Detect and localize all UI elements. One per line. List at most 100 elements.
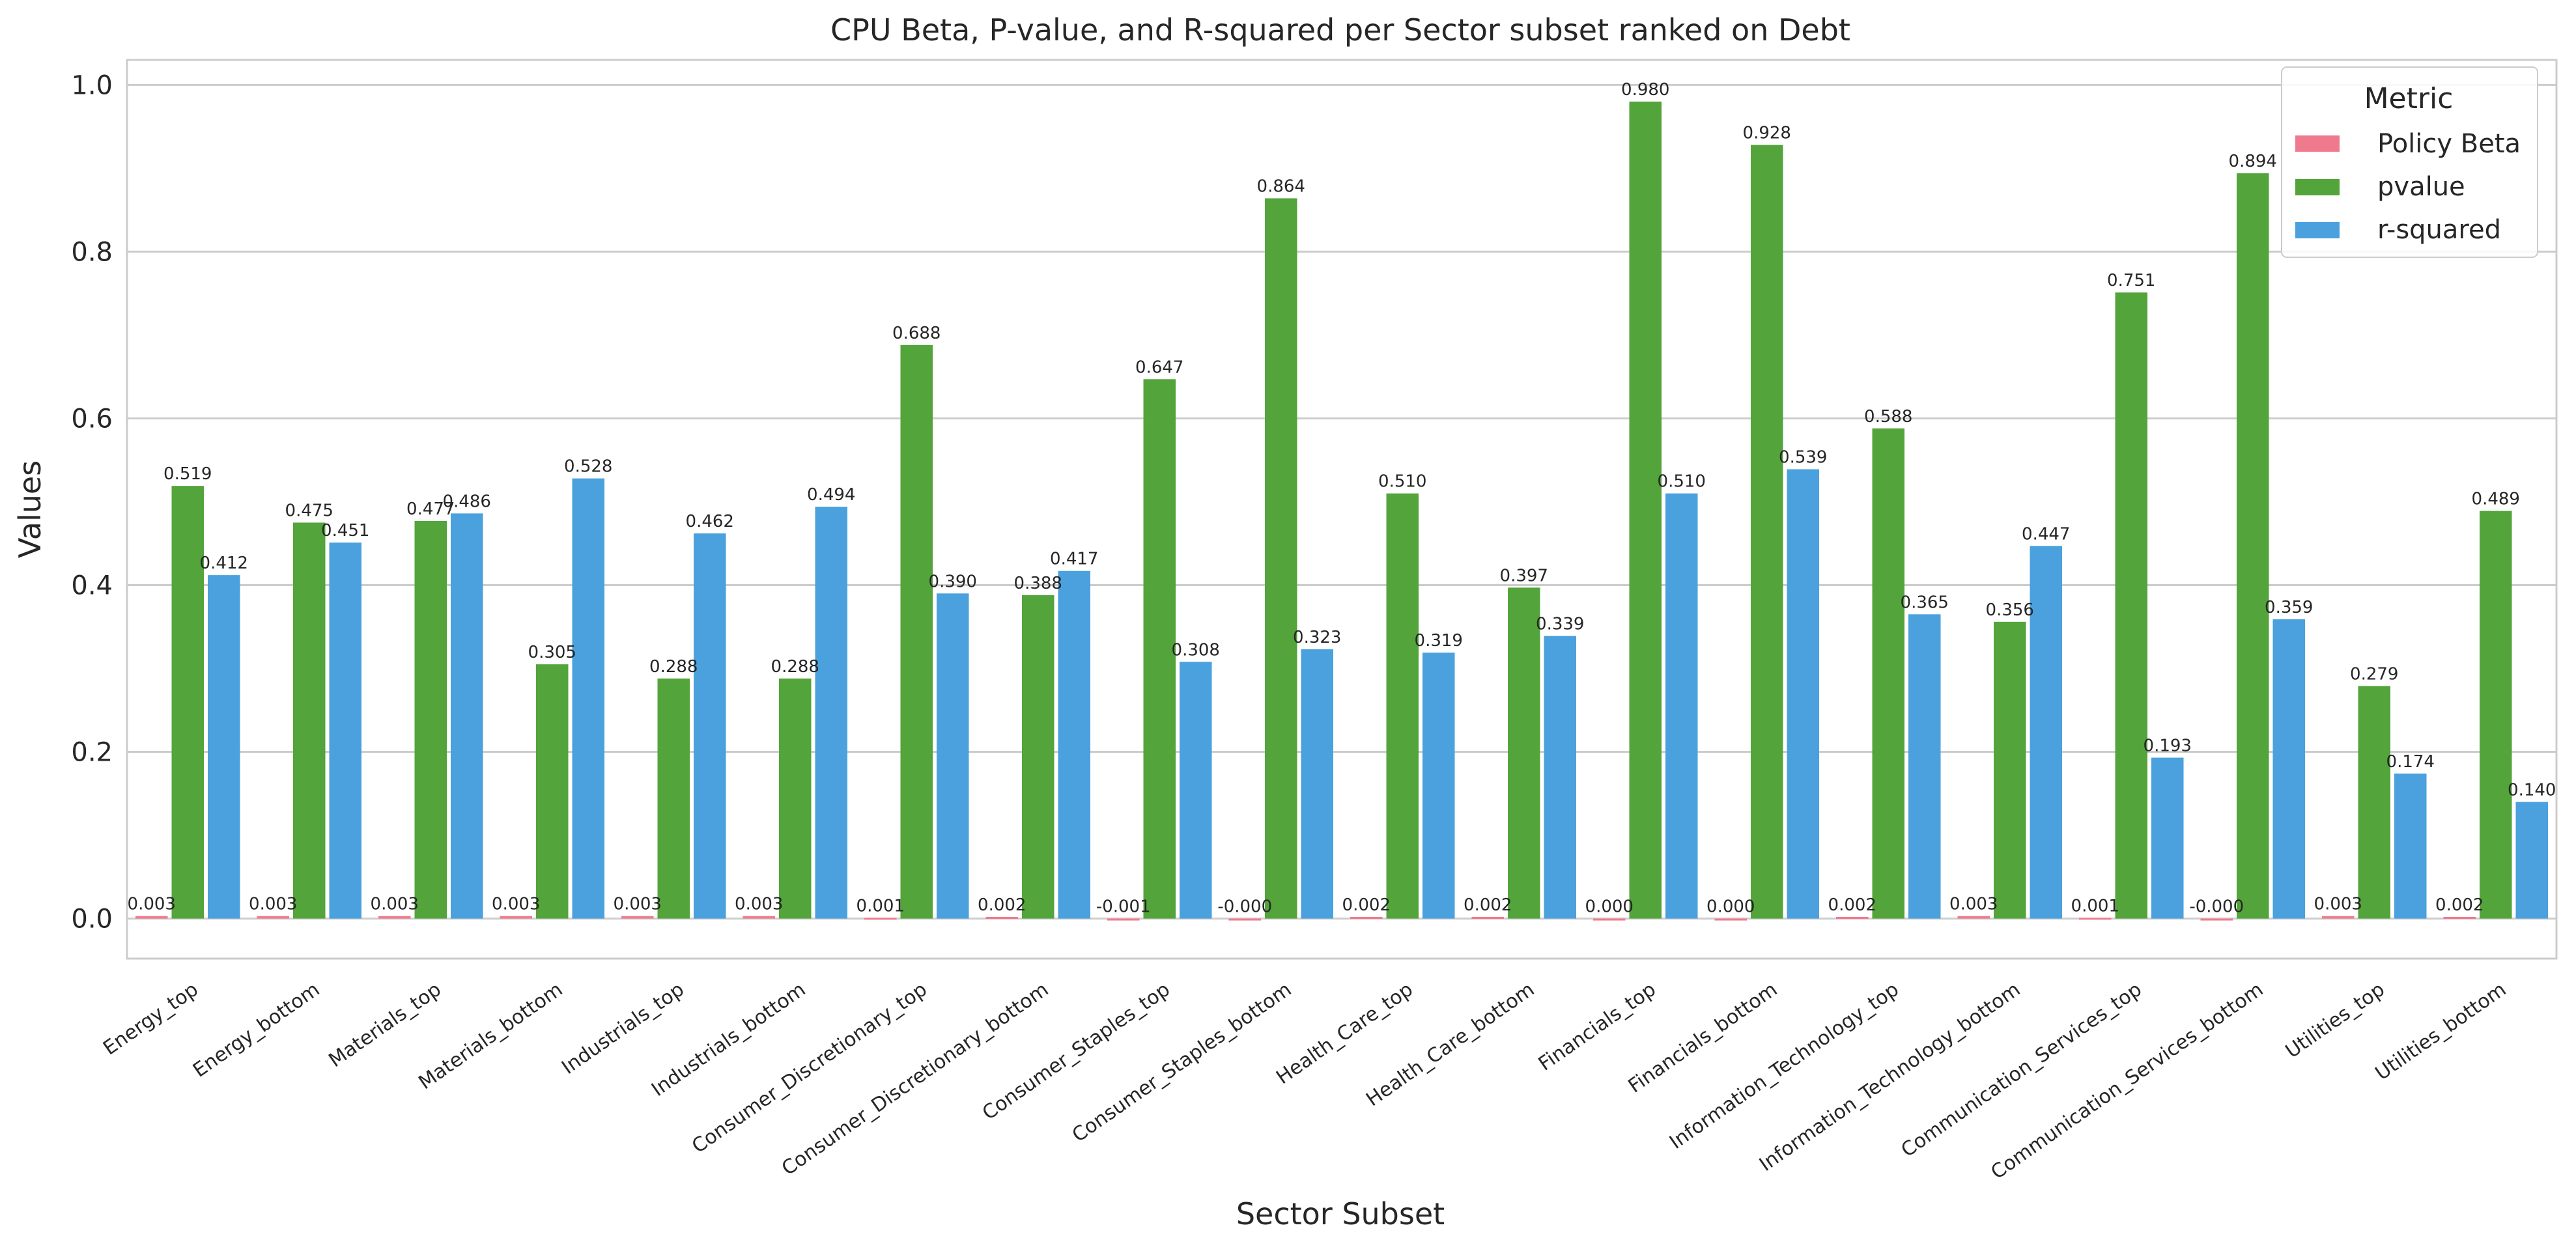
bar-r-squared-energy-top xyxy=(208,575,240,919)
bar-pvalue-industrials-top xyxy=(657,678,690,919)
value-label-r-squared-financials-bottom: 0.539 xyxy=(1779,448,1827,468)
value-label-r-squared-consumer-discretionary-top: 0.390 xyxy=(929,572,977,591)
value-label-policy-beta-materials-bottom: 0.003 xyxy=(492,895,540,914)
value-label-r-squared-health-care-bottom: 0.339 xyxy=(1536,615,1584,634)
plot-area-frame xyxy=(126,59,2558,960)
bar-r-squared-health-care-bottom xyxy=(1544,636,1576,919)
y-tick-label: 0.6 xyxy=(71,404,113,434)
value-label-r-squared-materials-bottom: 0.528 xyxy=(564,457,612,477)
value-label-policy-beta-information-technology-top: 0.002 xyxy=(1828,895,1876,915)
value-label-pvalue-utilities-top: 0.279 xyxy=(2350,664,2398,684)
bar-r-squared-financials-top xyxy=(1665,493,1698,919)
value-label-policy-beta-industrials-top: 0.003 xyxy=(614,895,662,914)
value-label-policy-beta-financials-top: 0.000 xyxy=(1585,897,1634,917)
bar-pvalue-materials-bottom xyxy=(536,664,569,919)
value-label-pvalue-energy-top: 0.519 xyxy=(163,464,212,484)
legend-title: Metric xyxy=(2364,82,2454,115)
bar-pvalue-utilities-bottom xyxy=(2480,511,2512,919)
bar-policy-beta-consumer-discretionary-top xyxy=(864,918,897,920)
bar-policy-beta-health-care-bottom xyxy=(1471,916,1504,919)
value-label-pvalue-industrials-top: 0.288 xyxy=(649,657,698,677)
value-label-pvalue-communication-services-bottom: 0.894 xyxy=(2229,152,2277,171)
value-label-r-squared-communication-services-bottom: 0.359 xyxy=(2265,598,2313,617)
value-label-pvalue-utilities-bottom: 0.489 xyxy=(2472,490,2520,509)
bar-policy-beta-industrials-top xyxy=(621,916,654,919)
value-label-policy-beta-consumer-discretionary-top: 0.001 xyxy=(856,896,905,916)
value-label-policy-beta-financials-bottom: 0.000 xyxy=(1706,897,1755,917)
value-label-pvalue-consumer-staples-top: 0.647 xyxy=(1135,358,1183,377)
value-label-pvalue-materials-top: 0.477 xyxy=(406,499,455,519)
bar-policy-beta-consumer-staples-bottom xyxy=(1228,918,1261,921)
bar-pvalue-consumer-staples-top xyxy=(1143,379,1176,919)
bar-r-squared-utilities-top xyxy=(2394,773,2427,919)
bar-r-squared-energy-bottom xyxy=(329,542,361,919)
bar-pvalue-communication-services-bottom xyxy=(2237,173,2269,919)
value-label-pvalue-financials-bottom: 0.928 xyxy=(1743,124,1791,143)
bar-policy-beta-materials-top xyxy=(378,916,411,919)
bar-policy-beta-consumer-discretionary-bottom xyxy=(985,916,1018,919)
value-label-r-squared-health-care-top: 0.319 xyxy=(1415,631,1463,651)
value-label-r-squared-energy-bottom: 0.451 xyxy=(321,521,369,541)
bar-r-squared-financials-bottom xyxy=(1787,469,1819,919)
value-label-r-squared-information-technology-bottom: 0.447 xyxy=(2022,524,2070,544)
bar-r-squared-consumer-staples-top xyxy=(1180,662,1212,919)
value-label-r-squared-utilities-bottom: 0.140 xyxy=(2508,780,2556,800)
value-label-pvalue-energy-bottom: 0.475 xyxy=(285,501,333,520)
bar-policy-beta-energy-bottom xyxy=(257,916,289,919)
bar-r-squared-communication-services-bottom xyxy=(2272,619,2305,919)
y-tick-label: 0.2 xyxy=(71,738,113,768)
bar-r-squared-consumer-staples-bottom xyxy=(1301,649,1333,919)
value-label-pvalue-health-care-top: 0.510 xyxy=(1378,472,1426,492)
value-label-pvalue-materials-bottom: 0.305 xyxy=(528,643,576,662)
bar-policy-beta-energy-top xyxy=(135,916,168,919)
bar-policy-beta-consumer-staples-top xyxy=(1107,918,1140,921)
bar-r-squared-health-care-top xyxy=(1422,653,1455,919)
value-label-r-squared-consumer-discretionary-bottom: 0.417 xyxy=(1050,550,1098,569)
value-label-policy-beta-energy-top: 0.003 xyxy=(128,895,176,914)
bar-r-squared-utilities-bottom xyxy=(2515,802,2548,919)
bar-r-squared-industrials-top xyxy=(694,533,726,919)
chart-title: CPU Beta, P-value, and R-squared per Sec… xyxy=(830,12,1850,48)
bar-pvalue-consumer-discretionary-top xyxy=(900,344,933,919)
bar-r-squared-consumer-discretionary-top xyxy=(937,593,969,919)
bar-pvalue-information-technology-bottom xyxy=(1994,621,2026,919)
value-label-pvalue-communication-services-top: 0.751 xyxy=(2107,271,2155,290)
legend-swatch-pvalue xyxy=(2295,179,2340,195)
value-label-r-squared-industrials-top: 0.462 xyxy=(686,512,734,531)
value-label-r-squared-energy-top: 0.412 xyxy=(200,554,248,573)
value-label-policy-beta-consumer-staples-bottom: -0.000 xyxy=(1217,897,1272,917)
legend-label-r-squared: r-squared xyxy=(2377,215,2501,245)
bar-pvalue-health-care-top xyxy=(1386,493,1419,919)
value-label-policy-beta-communication-services-top: 0.001 xyxy=(2071,896,2119,916)
value-label-policy-beta-materials-top: 0.003 xyxy=(371,895,419,914)
bar-pvalue-information-technology-top xyxy=(1872,428,1904,919)
bar-pvalue-energy-top xyxy=(171,486,204,919)
value-label-r-squared-consumer-staples-bottom: 0.323 xyxy=(1293,628,1341,647)
bar-policy-beta-financials-top xyxy=(1593,918,1626,921)
bar-policy-beta-health-care-top xyxy=(1350,916,1383,919)
value-label-policy-beta-information-technology-bottom: 0.003 xyxy=(1949,895,1998,914)
value-label-r-squared-financials-top: 0.510 xyxy=(1658,472,1706,492)
bar-r-squared-information-technology-top xyxy=(1908,614,1941,919)
y-tick-label: 0.8 xyxy=(71,237,113,267)
y-tick-label: 0.4 xyxy=(71,570,113,600)
value-label-pvalue-information-technology-top: 0.588 xyxy=(1864,407,1912,427)
value-label-policy-beta-health-care-top: 0.002 xyxy=(1342,895,1391,915)
x-axis-label: Sector Subset xyxy=(1236,1196,1445,1231)
value-label-r-squared-communication-services-top: 0.193 xyxy=(2144,736,2192,755)
value-label-policy-beta-utilities-bottom: 0.002 xyxy=(2435,895,2484,915)
bar-pvalue-energy-bottom xyxy=(293,522,326,919)
legend-label-pvalue: pvalue xyxy=(2377,172,2465,202)
bar-policy-beta-information-technology-top xyxy=(1836,916,1869,919)
value-label-policy-beta-industrials-bottom: 0.003 xyxy=(735,895,783,914)
legend-swatch-r-squared xyxy=(2295,222,2340,238)
bar-policy-beta-information-technology-bottom xyxy=(1957,916,1990,919)
bar-pvalue-consumer-staples-bottom xyxy=(1265,198,1297,919)
value-label-r-squared-information-technology-top: 0.365 xyxy=(1901,593,1949,612)
bar-r-squared-industrials-bottom xyxy=(815,507,847,919)
value-label-policy-beta-health-care-bottom: 0.002 xyxy=(1464,895,1512,915)
bar-policy-beta-communication-services-bottom xyxy=(2200,918,2233,921)
bar-r-squared-communication-services-top xyxy=(2151,757,2184,919)
